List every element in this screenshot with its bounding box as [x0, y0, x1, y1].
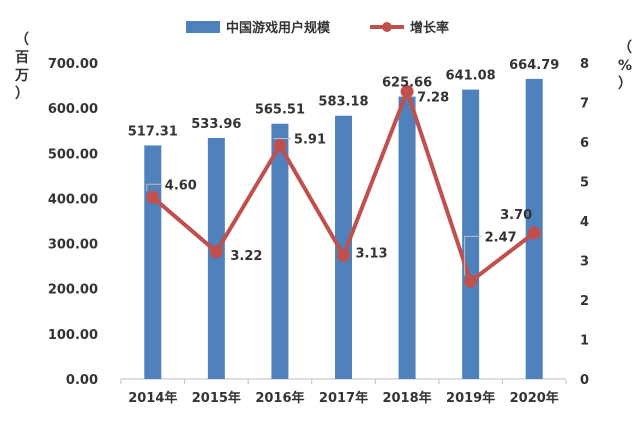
left-axis-tick-label: 300.00	[48, 238, 98, 253]
line-point	[400, 84, 414, 98]
bar-value-label: 565.51	[255, 103, 305, 118]
bar	[398, 96, 416, 379]
right-axis-tick-label: 4	[580, 215, 589, 230]
line-point	[209, 245, 223, 259]
bar-value-label: 517.31	[128, 124, 178, 139]
bar-value-label: 641.08	[446, 69, 496, 84]
line-label-leader	[146, 183, 162, 192]
x-axis-tick-label: 2017年	[319, 390, 368, 406]
legend-label-line: 增长率	[410, 20, 449, 36]
left-axis-tick-label: 700.00	[48, 57, 98, 72]
left-axis-tick-label: 100.00	[48, 328, 98, 343]
left-axis-tick-label: 600.00	[48, 102, 98, 117]
right-axis-tick-label: 5	[580, 176, 589, 191]
line-point	[464, 274, 478, 288]
right-axis-tick-label: 2	[580, 294, 589, 309]
legend-label-bar: 中国游戏用户规模	[226, 20, 331, 36]
line-value-label: 3.13	[356, 246, 388, 261]
left-axis-tick-label: 500.00	[48, 147, 98, 162]
x-axis-tick-label: 2015年	[192, 390, 241, 406]
line-point	[527, 226, 541, 240]
right-axis-tick-label: 7	[580, 97, 589, 112]
bar-value-label: 625.66	[382, 76, 432, 91]
x-axis: 2014年 2015年 2016年 2017年 2018年 2019年 2020年	[120, 378, 567, 406]
right-axis-tick-label: 8	[580, 57, 589, 72]
right-axis: （%） 0 1 2 3 4 5 6 7 8	[580, 40, 632, 388]
line-point	[337, 248, 350, 262]
right-axis-tick-label: 3	[580, 255, 589, 270]
right-axis-tick-label: 1	[580, 334, 589, 349]
x-axis-tick-label: 2016年	[255, 390, 304, 406]
legend-marker-line	[382, 22, 392, 32]
line-label-leader	[464, 235, 482, 276]
bar-value-label: 664.79	[509, 58, 559, 73]
bar-value-label: 533.96	[191, 117, 241, 132]
line-point	[273, 139, 287, 153]
bar	[144, 145, 162, 379]
line-series	[146, 84, 541, 288]
bar	[335, 115, 352, 379]
left-axis-unit-label: （百万）	[14, 32, 29, 102]
left-axis: （百万） 0.00 100.00 200.00 300.00 400.00 500.00 60…	[14, 32, 98, 388]
data-labels: 517.31 533.96 565.51 583.18 625.66 641.08 664.…	[128, 58, 559, 276]
x-axis-tick-label: 2019年	[446, 390, 495, 406]
right-axis-tick-label: 6	[580, 136, 589, 151]
right-axis-tick-label: 0	[580, 373, 589, 388]
line-value-label: 3.22	[230, 249, 262, 264]
bar-value-label: 583.18	[318, 95, 368, 110]
line-value-label: 7.28	[417, 90, 449, 105]
x-axis-tick-label: 2018年	[382, 390, 431, 406]
line-value-label: 2.47	[485, 230, 517, 245]
bar-series	[144, 78, 543, 379]
bar	[462, 89, 480, 379]
left-axis-tick-label: 0.00	[66, 373, 98, 388]
x-axis-tick-label: 2020年	[510, 390, 559, 406]
x-axis-tick-label: 2014年	[128, 390, 177, 406]
bar	[271, 123, 289, 379]
line-value-label: 5.91	[294, 133, 326, 148]
bar	[207, 137, 225, 379]
line-label-leader	[273, 138, 291, 140]
line-value-label: 3.70	[500, 208, 532, 223]
left-axis-tick-label: 400.00	[48, 192, 98, 207]
left-axis-tick-label: 200.00	[48, 283, 98, 298]
legend-swatch-bar	[186, 21, 220, 33]
line-value-label: 4.60	[165, 178, 197, 193]
line-point	[146, 190, 160, 204]
legend: 中国游戏用户规模 增长率	[186, 20, 449, 36]
right-axis-unit-label: （%）	[618, 40, 632, 92]
